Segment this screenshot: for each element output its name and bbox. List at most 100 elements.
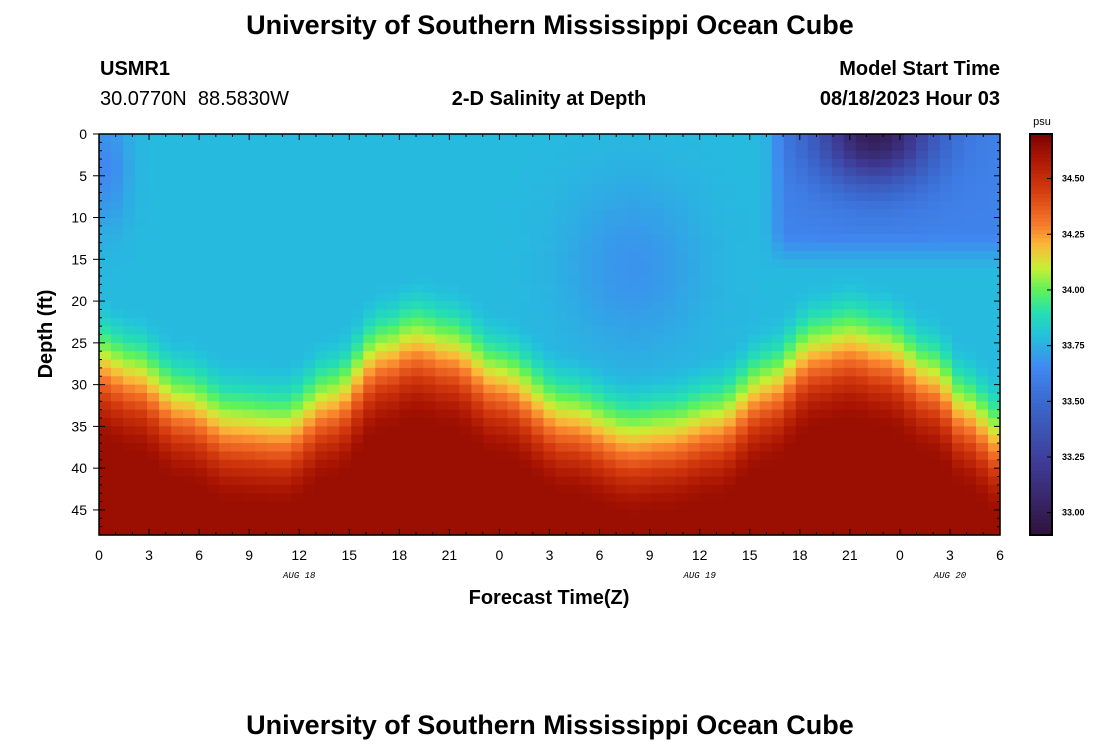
heatmap-cell [231, 209, 244, 219]
heatmap-cell [375, 276, 388, 285]
heatmap-cell [471, 351, 485, 361]
heatmap-cell [795, 301, 809, 311]
heatmap-cell [531, 351, 545, 361]
heatmap-cell [819, 526, 833, 536]
heatmap-cell [243, 443, 256, 453]
heatmap-cell [555, 242, 569, 252]
heatmap-cell [183, 292, 196, 302]
heatmap-cell [423, 175, 436, 185]
heatmap-cell [627, 426, 641, 436]
heatmap-cell [519, 476, 533, 486]
heatmap-cell [603, 493, 617, 503]
heatmap-cell [327, 518, 340, 528]
heatmap-cell [555, 401, 569, 411]
heatmap-cell [963, 259, 977, 269]
heatmap-cell [795, 234, 809, 244]
date-label: AUG 20 [933, 571, 967, 581]
heatmap-cell [711, 351, 725, 361]
heatmap-cell [447, 334, 460, 344]
heatmap-cell [147, 434, 160, 444]
heatmap-cell [543, 334, 557, 344]
heatmap-cell [867, 301, 881, 311]
heatmap-cell [639, 342, 653, 352]
heatmap-cell [975, 276, 989, 285]
colorbar-segment [1030, 274, 1052, 279]
heatmap-cell [735, 334, 749, 344]
heatmap-cell [603, 451, 617, 461]
heatmap-cell [627, 376, 641, 386]
heatmap-cell [183, 334, 196, 344]
heatmap-cell [351, 342, 364, 352]
heatmap-cell [255, 434, 268, 444]
heatmap-cell [435, 401, 448, 411]
heatmap-cell [255, 484, 268, 494]
heatmap-cell [195, 317, 208, 327]
heatmap-cell [795, 359, 809, 369]
heatmap-cell [663, 209, 677, 219]
heatmap-cell [963, 200, 977, 210]
heatmap-cell [111, 418, 124, 427]
colorbar-segment [1030, 334, 1052, 340]
heatmap-cell [975, 175, 989, 185]
heatmap-cell [663, 317, 677, 327]
heatmap-cell [327, 351, 340, 361]
heatmap-cell [903, 242, 917, 252]
heatmap-cell [579, 451, 593, 461]
heatmap-cell [375, 451, 388, 461]
heatmap-cell [375, 200, 388, 210]
heatmap-cell [591, 217, 605, 227]
heatmap-cell [327, 342, 340, 352]
heatmap-cell [255, 276, 268, 285]
heatmap-cell [495, 250, 509, 260]
heatmap-cell [927, 292, 941, 302]
heatmap-cell [471, 518, 485, 528]
colorbar-segment [1030, 442, 1052, 448]
heatmap-cell [819, 276, 833, 285]
heatmap-cell [615, 451, 629, 461]
heatmap-cell [867, 192, 881, 202]
heatmap-cell [795, 509, 809, 519]
heatmap-cell [507, 392, 521, 402]
heatmap-cell [723, 317, 737, 327]
heatmap-cell [315, 234, 328, 244]
heatmap-cell [351, 217, 364, 227]
heatmap-cell [603, 267, 617, 277]
heatmap-cell [735, 309, 749, 319]
heatmap-cell [327, 250, 340, 260]
heatmap-cell [279, 451, 292, 461]
heatmap-cell [699, 451, 713, 461]
heatmap-cell [375, 509, 388, 519]
heatmap-cell [471, 150, 485, 160]
heatmap-cell [483, 484, 497, 494]
heatmap-cell [711, 301, 725, 311]
heatmap-cell [447, 292, 460, 302]
heatmap-cell [699, 326, 713, 336]
heatmap-cell [231, 184, 244, 194]
heatmap-cell [783, 334, 797, 344]
heatmap-cell [555, 367, 569, 377]
heatmap-cell [543, 150, 557, 160]
heatmap-cell [243, 225, 256, 235]
heatmap-cell [267, 184, 280, 194]
heatmap-cell [567, 192, 581, 202]
heatmap-cell [411, 459, 424, 469]
heatmap-cell [939, 225, 953, 235]
heatmap-cell [615, 484, 629, 494]
heatmap-cell [159, 200, 172, 210]
heatmap-cell [399, 434, 412, 444]
heatmap-cell [267, 401, 280, 411]
heatmap-cell [267, 367, 280, 377]
heatmap-cell [519, 384, 533, 394]
heatmap-cell [819, 434, 833, 444]
heatmap-cell [495, 134, 509, 143]
heatmap-cell [543, 200, 557, 210]
heatmap-cell [471, 392, 485, 402]
heatmap-cell [459, 284, 473, 294]
heatmap-cell [231, 259, 244, 269]
heatmap-cell [219, 267, 232, 277]
heatmap-cell [399, 200, 412, 210]
heatmap-cell [975, 150, 989, 160]
heatmap-cell [447, 409, 460, 419]
heatmap-cell [903, 476, 917, 486]
heatmap-cell [303, 142, 316, 152]
